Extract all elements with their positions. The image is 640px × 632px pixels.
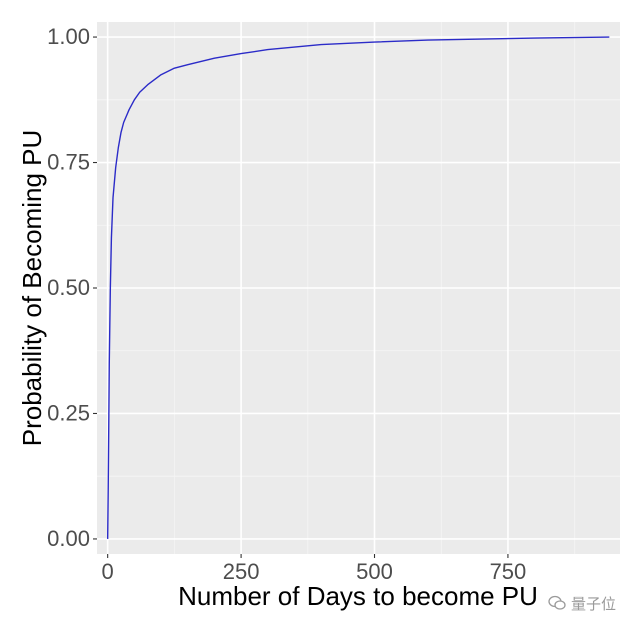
y-tick-label: 0.25 xyxy=(47,400,90,425)
grid-major xyxy=(97,22,620,554)
y-tick-label: 0.00 xyxy=(47,526,90,551)
x-tick-label: 250 xyxy=(223,559,260,584)
y-tick-label: 0.50 xyxy=(47,275,90,300)
x-axis: 0 250 500 750 xyxy=(102,554,527,584)
y-axis: 0.00 0.25 0.50 0.75 1.00 xyxy=(47,24,97,551)
y-axis-title: Probability of Becoming PU xyxy=(17,130,47,446)
series-layer xyxy=(106,36,610,539)
y-tick-label: 0.75 xyxy=(47,150,90,175)
x-tick-label: 500 xyxy=(356,559,393,584)
x-tick-label: 750 xyxy=(490,559,527,584)
x-tick-label: 0 xyxy=(102,559,114,584)
x-axis-title: Number of Days to become PU xyxy=(178,581,538,611)
watermark: 量子位 xyxy=(548,592,616,614)
y-tick-label: 1.00 xyxy=(47,24,90,49)
series-line-0 xyxy=(106,36,610,539)
wechat-icon xyxy=(548,595,566,610)
watermark-text: 量子位 xyxy=(571,594,617,613)
